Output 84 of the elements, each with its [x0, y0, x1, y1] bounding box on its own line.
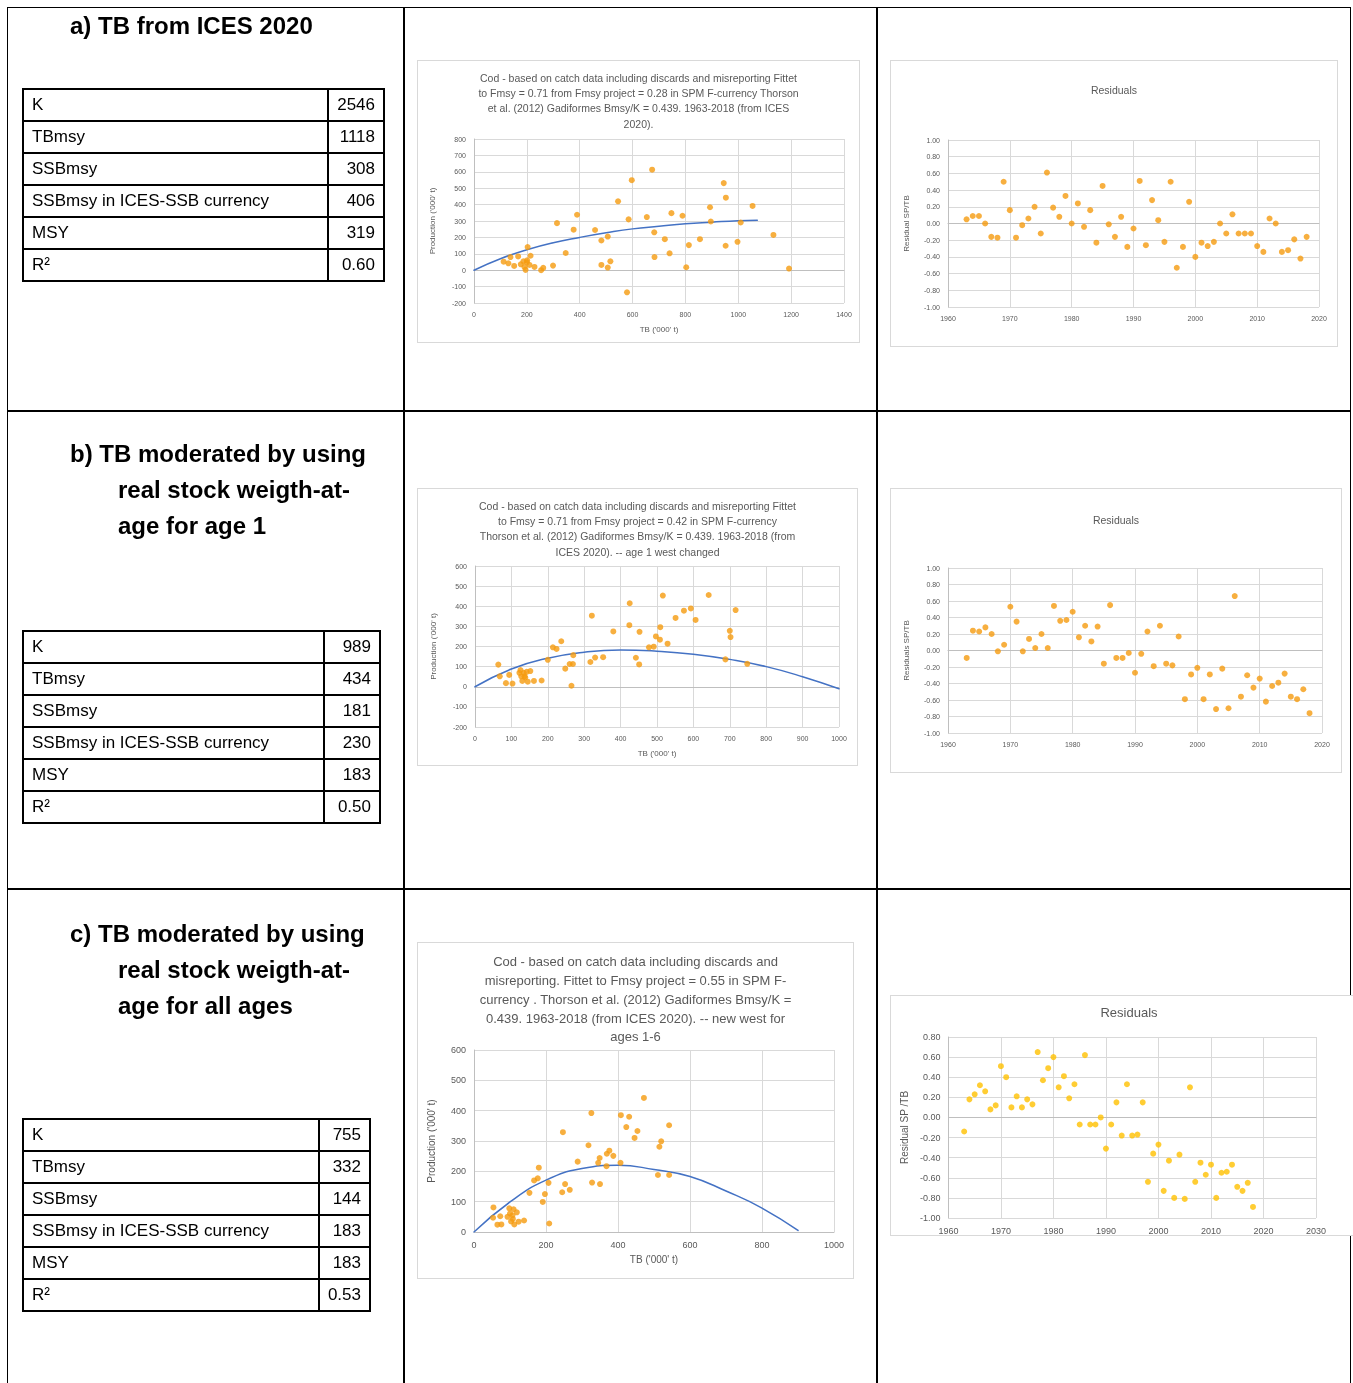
x-tick-label: 200: [538, 1239, 554, 1250]
data-label: 0.50: [324, 791, 380, 823]
data-label: 1118: [328, 121, 384, 153]
data-label: 144: [318, 1183, 370, 1215]
y-axis-title: Production ('000' t): [427, 187, 437, 255]
y-axis-title: Residuals SP/TB: [901, 620, 911, 681]
data-label: 989: [324, 631, 380, 663]
category-label: MSY: [23, 217, 328, 249]
data-label: 755: [318, 1119, 370, 1151]
y-tick-label: -0.20: [919, 1132, 941, 1143]
x-tick-label: 2020: [1253, 1225, 1274, 1236]
y-axis-title: Residual SP/TB: [901, 195, 911, 252]
x-tick-label: 1000: [823, 1239, 845, 1250]
category-label: K: [23, 89, 328, 121]
y-tick-label: 0.20: [922, 1092, 941, 1103]
category-label: MSY: [23, 759, 324, 791]
y-tick-label: 100: [450, 1196, 466, 1207]
category-label: SSBmsy in ICES-SSB currency: [23, 185, 328, 217]
category-label: K: [23, 1119, 319, 1151]
x-tick-label: 600: [682, 1239, 698, 1250]
y-tick-label: 0.40: [922, 1072, 941, 1083]
x-tick-label: 1970: [990, 1225, 1011, 1236]
x-tick-label: 1990: [1095, 1225, 1116, 1236]
y-tick-label: 600: [450, 1045, 466, 1055]
chart-title: Cod - based on catch data including discards and misreporting Fittet to Fmsy = 0.71 from Fmsy project = 0.28 in SPM F-currency Thorson et al. (2012) Gadiformes Bmsy/K = 0.439. 1963-2018 (from ICES 2020).: [477, 71, 800, 132]
chart-title: Cod - based on catch data including discards and misreporting. Fittet to Fmsy project = 0.55 in SPM F-currency . Thorson et al. (2012) Gadiformes Bmsy/K = 0.439. 1963-2018 (from ICES 2020). -- new west for ages 1-6: [479, 954, 792, 1045]
data-label: 183: [318, 1215, 370, 1247]
data-label: 0.53: [318, 1279, 370, 1311]
y-tick-label: -0.80: [919, 1192, 941, 1203]
category-label: TBmsy: [23, 1151, 319, 1183]
data-label: 332: [318, 1151, 370, 1183]
chart-title: Residuals: [1089, 83, 1139, 98]
x-tick-label: 1980: [1043, 1225, 1064, 1236]
data-label: 308: [328, 153, 384, 185]
category-label: SSBmsy: [23, 695, 324, 727]
x-tick-label: 2000: [1148, 1225, 1169, 1236]
x-axis-title: TB ('000' t): [639, 324, 679, 334]
text: b) TB moderated by using real stock weigth-at-age for age 1: [70, 439, 367, 541]
y-tick-label: -0.60: [919, 1172, 941, 1183]
category-label: TBmsy: [23, 663, 324, 695]
data-label: 183: [318, 1247, 370, 1279]
y-axis-title: Production ('000' t): [428, 612, 438, 680]
category-label: MSY: [23, 1247, 319, 1279]
chart-title: Residuals: [1099, 1004, 1159, 1022]
data-label: 406: [328, 185, 384, 217]
category-label: R²: [23, 1279, 319, 1311]
data-label: 230: [324, 727, 380, 759]
y-tick-label: 500: [450, 1075, 466, 1086]
chart-title: Cod - based on catch data including discards and misreporting Fittet to Fmsy = 0.71 from Fmsy project = 0.42 in SPM F-currency Thorson et al. (2012) Gadiformes Bmsy/K = 0.439. 1963-2018 (from ICES 2020). -- age 1 west changed: [478, 499, 797, 560]
y-tick-label: 0.00: [922, 1112, 941, 1123]
category-label: TBmsy: [23, 121, 328, 153]
category-label: SSBmsy: [23, 153, 328, 185]
category-label: SSBmsy in ICES-SSB currency: [23, 1215, 319, 1247]
data-label: 434: [324, 663, 380, 695]
x-axis-title: TB ('000' t): [637, 748, 677, 758]
y-tick-label: 0.60: [922, 1052, 941, 1063]
y-axis-title: Production ('000' t): [425, 1099, 437, 1183]
y-tick-label: 400: [450, 1105, 466, 1116]
y-tick-label: -0.40: [919, 1152, 941, 1163]
text: a) TB from ICES 2020: [70, 11, 314, 41]
data-label: 2546: [328, 89, 384, 121]
y-axis-title: Residual SP /TB: [898, 1090, 910, 1165]
data-label: 183: [324, 759, 380, 791]
text: c) TB moderated by using real stock weigth-at-age for all ages: [70, 919, 366, 1021]
category-label: SSBmsy in ICES-SSB currency: [23, 727, 324, 759]
y-tick-label: 200: [450, 1166, 466, 1177]
data-label: 319: [328, 217, 384, 249]
category-label: SSBmsy: [23, 1183, 319, 1215]
category-label: K: [23, 631, 324, 663]
chart-title: Residuals: [1091, 513, 1141, 528]
x-tick-label: 2010: [1200, 1225, 1221, 1236]
data-label: 0.60: [328, 249, 384, 281]
x-tick-label: 1960: [938, 1225, 959, 1236]
x-tick-label: 800: [754, 1239, 770, 1250]
data-label: 181: [324, 695, 380, 727]
category-label: R²: [23, 249, 328, 281]
y-tick-label: -1.00: [919, 1213, 941, 1223]
x-tick-label: 0: [471, 1239, 477, 1250]
y-tick-label: 0.80: [922, 1032, 941, 1042]
category-label: R²: [23, 791, 324, 823]
x-tick-label: 400: [610, 1239, 626, 1250]
x-axis-title: TB ('000' t): [629, 1253, 679, 1265]
x-tick-label: 2030: [1305, 1225, 1327, 1236]
y-tick-label: 300: [450, 1136, 466, 1146]
